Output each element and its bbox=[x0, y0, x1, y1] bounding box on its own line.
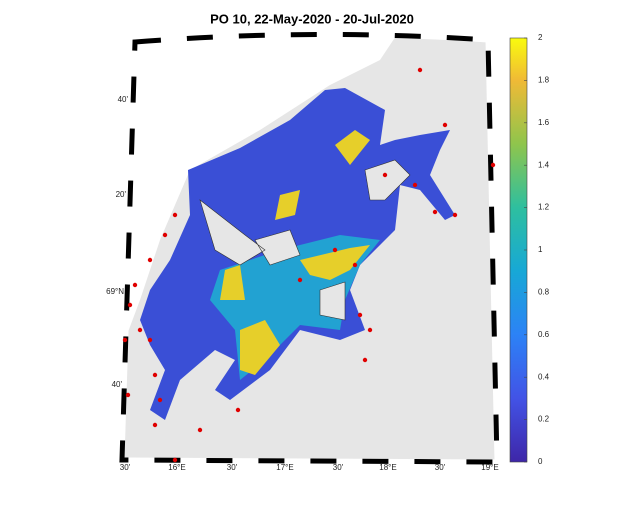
station bbox=[132, 282, 138, 288]
colorbar-tick-label: 0.2 bbox=[538, 415, 550, 424]
station bbox=[157, 397, 163, 403]
lon-label: 19°E bbox=[481, 463, 498, 472]
station bbox=[357, 312, 363, 318]
colorbar-tick-label: 1.6 bbox=[538, 118, 550, 127]
lon-label: 16°E bbox=[168, 463, 185, 472]
lat-label: 40' bbox=[118, 95, 129, 104]
lon-label: 17°E bbox=[276, 463, 293, 472]
lon-label: 30' bbox=[333, 463, 344, 472]
colorbar-tick-label: 0.6 bbox=[538, 330, 550, 339]
station bbox=[442, 122, 448, 128]
map-title: PO 10, 22-May-2020 - 20-Jul-2020 bbox=[210, 11, 414, 26]
station bbox=[362, 357, 368, 363]
station bbox=[172, 212, 178, 218]
lon-label: 30' bbox=[435, 463, 446, 472]
station bbox=[297, 277, 303, 283]
colorbar-tick-label: 0 bbox=[538, 457, 543, 466]
island bbox=[199, 159, 411, 321]
station bbox=[172, 457, 178, 463]
colorbar-tick-label: 1.2 bbox=[538, 203, 550, 212]
station bbox=[452, 212, 458, 218]
lat-label: 69°N bbox=[106, 287, 124, 296]
station bbox=[352, 262, 358, 268]
station bbox=[432, 209, 438, 215]
station bbox=[235, 407, 241, 413]
station bbox=[332, 247, 338, 253]
station bbox=[367, 327, 373, 333]
station bbox=[147, 257, 153, 263]
station bbox=[417, 67, 423, 73]
colorbar-tick-label: 1.8 bbox=[538, 76, 550, 85]
station bbox=[152, 422, 158, 428]
station bbox=[382, 172, 388, 178]
station bbox=[412, 182, 418, 188]
lat-label: 40' bbox=[112, 380, 123, 389]
station bbox=[152, 372, 158, 378]
lon-label: 30' bbox=[120, 463, 131, 472]
lon-label: 30' bbox=[227, 463, 238, 472]
station bbox=[127, 302, 133, 308]
station bbox=[125, 392, 131, 398]
station bbox=[490, 162, 496, 168]
colorbar-tick-label: 1.4 bbox=[538, 160, 550, 169]
lon-label: 18°E bbox=[379, 463, 396, 472]
station bbox=[147, 337, 153, 343]
map-area bbox=[122, 34, 497, 462]
station bbox=[162, 232, 168, 238]
colorbar-tick-label: 0.4 bbox=[538, 372, 550, 381]
station bbox=[137, 327, 143, 333]
colorbar-tick-label: 1 bbox=[538, 245, 543, 254]
colorbar-tick-label: 0.8 bbox=[538, 288, 550, 297]
open-sea bbox=[122, 34, 400, 340]
station bbox=[197, 427, 203, 433]
lat-label: 20' bbox=[116, 190, 127, 199]
field-high bbox=[220, 130, 370, 375]
colorbar-tick-label: 2 bbox=[538, 33, 543, 42]
station bbox=[122, 337, 128, 343]
frame-dash bbox=[119, 31, 500, 465]
